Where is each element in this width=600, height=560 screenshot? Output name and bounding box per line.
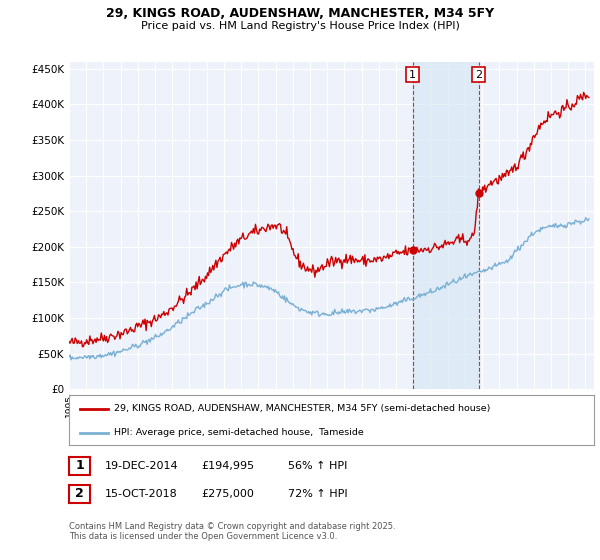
Text: 15-OCT-2018: 15-OCT-2018 (105, 489, 178, 499)
Text: 72% ↑ HPI: 72% ↑ HPI (288, 489, 347, 499)
Text: HPI: Average price, semi-detached house,  Tameside: HPI: Average price, semi-detached house,… (113, 428, 364, 437)
Text: 2: 2 (75, 487, 84, 501)
Text: 2: 2 (475, 69, 482, 80)
Text: 1: 1 (409, 69, 416, 80)
Text: £194,995: £194,995 (201, 461, 254, 471)
Text: 29, KINGS ROAD, AUDENSHAW, MANCHESTER, M34 5FY (semi-detached house): 29, KINGS ROAD, AUDENSHAW, MANCHESTER, M… (113, 404, 490, 413)
Text: 1: 1 (75, 459, 84, 473)
Text: Price paid vs. HM Land Registry's House Price Index (HPI): Price paid vs. HM Land Registry's House … (140, 21, 460, 31)
Text: Contains HM Land Registry data © Crown copyright and database right 2025.
This d: Contains HM Land Registry data © Crown c… (69, 522, 395, 542)
Text: 19-DEC-2014: 19-DEC-2014 (105, 461, 179, 471)
Bar (413, 62, 478, 389)
Text: £275,000: £275,000 (201, 489, 254, 499)
Text: 56% ↑ HPI: 56% ↑ HPI (288, 461, 347, 471)
Text: 29, KINGS ROAD, AUDENSHAW, MANCHESTER, M34 5FY: 29, KINGS ROAD, AUDENSHAW, MANCHESTER, M… (106, 7, 494, 20)
